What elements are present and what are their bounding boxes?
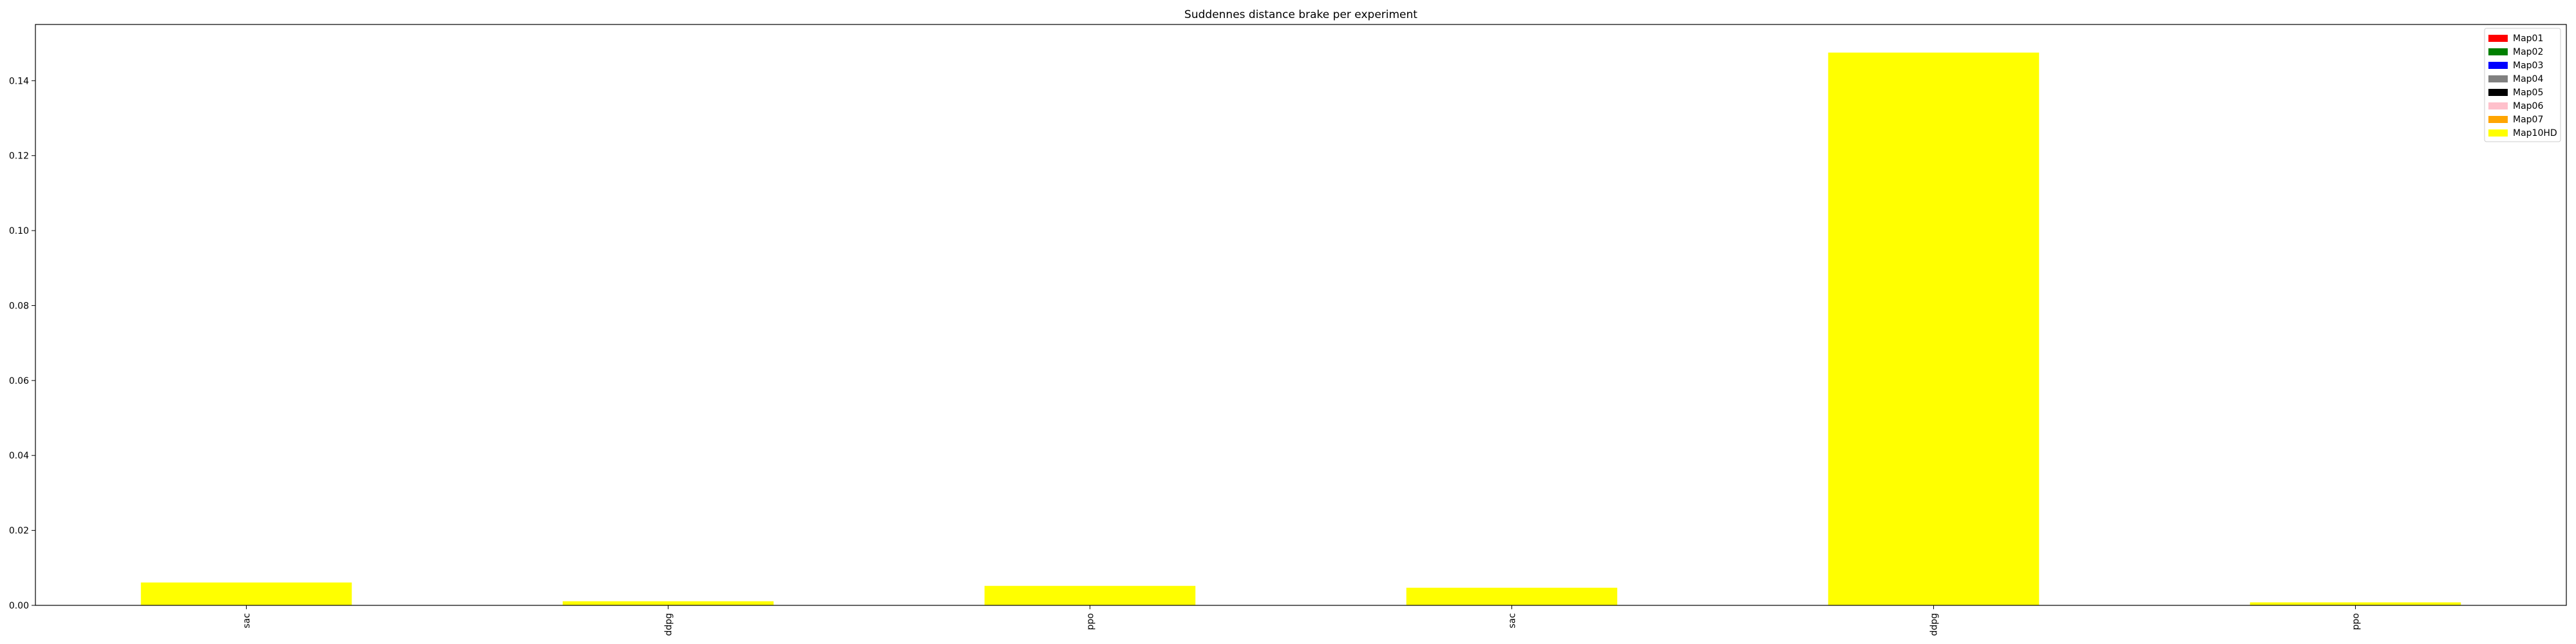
bar-map10hd-2 [984,585,1196,605]
bar-map10hd-0 [140,582,352,605]
legend-swatch [2488,129,2508,137]
x-tick-label: sac [242,613,252,629]
legend-label: Map05 [2513,88,2543,98]
legend-label: Map02 [2513,47,2543,57]
x-tick-label: ddpg [1929,613,1940,636]
y-tick-label: 0.12 [9,151,29,162]
x-tick-label: ppo [1086,613,1096,630]
legend-swatch [2488,48,2508,55]
y-tick-label: 0.04 [9,451,29,461]
bar-map10hd-4 [1828,52,2040,606]
legend-label: Map04 [2513,74,2543,84]
legend-swatch [2488,75,2508,82]
y-tick-label: 0.06 [9,376,29,386]
chart-title: Suddennes distance brake per experiment [1184,8,1417,21]
x-tick-label: sac [1508,613,1518,629]
legend-label: Map10HD [2513,128,2557,138]
legend: Map01 Map02 Map03 Map04 Map05 Map06 Map07 Map10… [2484,28,2561,142]
x-tick-label: ppo [2351,613,2362,630]
x-tick-label: ddpg [664,613,674,636]
y-tick-label: 0.08 [9,301,29,311]
bar-map10hd-1 [562,601,774,605]
legend-swatch [2488,116,2508,123]
legend-box [2484,28,2561,142]
y-tick-label: 0.00 [9,601,29,611]
plot-frame [35,24,2567,606]
legend-label: Map03 [2513,61,2543,71]
legend-swatch [2488,35,2508,42]
bar-map10hd-3 [1406,587,1618,605]
bars-layer [140,52,2461,606]
legend-label: Map07 [2513,115,2543,125]
legend-swatch [2488,102,2508,109]
y-tick-label: 0.14 [9,76,29,86]
axes: 0.00 0.02 0.04 0.06 0.08 0.10 0.12 0.14 sac ddpg p… [9,24,2567,636]
legend-label: Map06 [2513,101,2543,111]
legend-swatch [2488,62,2508,69]
y-tick-label: 0.10 [9,226,29,236]
legend-swatch [2488,89,2508,96]
bar-map10hd-5 [2249,602,2461,605]
legend-label: Map01 [2513,33,2543,44]
y-tick-label: 0.02 [9,526,29,536]
